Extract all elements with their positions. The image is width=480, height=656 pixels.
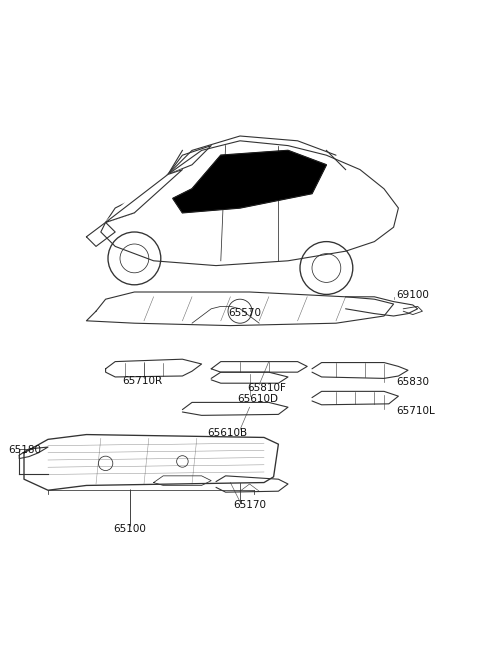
Text: 65710L: 65710L	[396, 405, 435, 415]
Text: 65710R: 65710R	[122, 376, 163, 386]
Text: 65810F: 65810F	[247, 383, 286, 393]
Text: 65180: 65180	[9, 445, 42, 455]
Text: 65170: 65170	[233, 500, 266, 510]
Text: 65610B: 65610B	[207, 428, 248, 438]
Text: 65610D: 65610D	[238, 394, 278, 404]
Text: 69100: 69100	[396, 291, 429, 300]
Text: 65830: 65830	[396, 377, 429, 387]
Text: 65100: 65100	[113, 523, 145, 533]
Polygon shape	[106, 170, 182, 222]
Text: 65570: 65570	[228, 308, 261, 318]
Polygon shape	[173, 150, 326, 213]
